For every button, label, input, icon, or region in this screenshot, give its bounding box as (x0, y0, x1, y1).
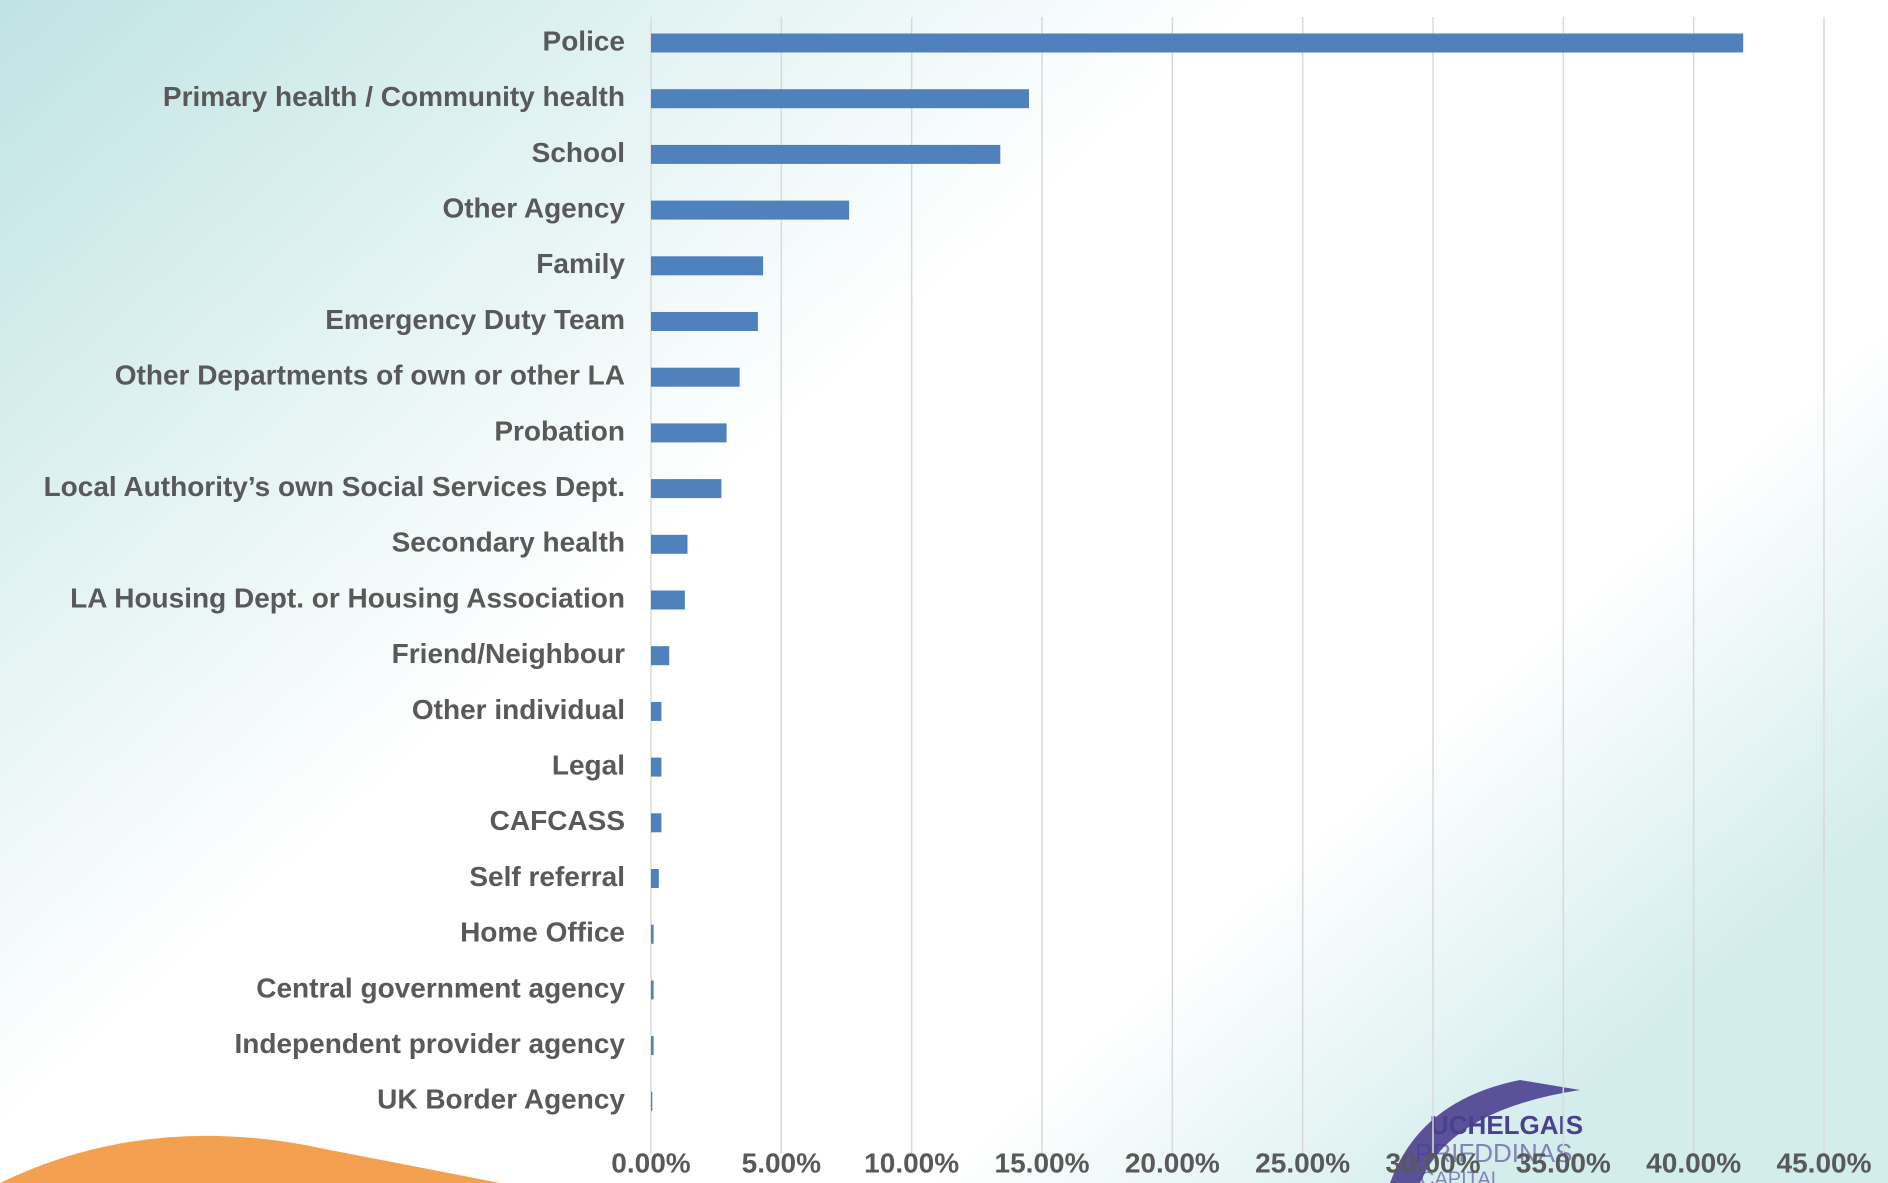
bar (651, 89, 1029, 108)
chart: UCHELGAIS PRIFDDINAS CAPITAL 0.00%5.00%1… (0, 0, 1888, 1183)
x-tick-label: 5.00% (742, 1147, 821, 1178)
x-tick-label: 20.00% (1125, 1147, 1220, 1178)
x-tick-label: 45.00% (1777, 1147, 1872, 1178)
y-tick-label: Family (536, 248, 625, 279)
y-tick-label: School (532, 137, 625, 168)
bar (651, 1036, 654, 1055)
bar (651, 423, 727, 442)
bar (651, 758, 661, 777)
bar (651, 368, 740, 387)
y-tick-label: UK Border Agency (377, 1084, 625, 1115)
bar (651, 646, 669, 665)
bar (651, 925, 654, 944)
x-tick-label: 25.00% (1255, 1147, 1350, 1178)
bar (651, 34, 1743, 53)
x-tick-label: 0.00% (611, 1147, 690, 1178)
y-tick-label: Secondary health (392, 527, 625, 558)
bar (651, 312, 758, 331)
x-tick-label: 35.00% (1516, 1147, 1611, 1178)
y-tick-label: Police (543, 25, 625, 56)
bar (651, 869, 659, 888)
bar (651, 201, 849, 220)
bar (651, 980, 654, 999)
y-tick-label: Friend/Neighbour (392, 638, 625, 669)
bar (651, 145, 1000, 164)
bar (651, 813, 661, 832)
x-tick-label: 10.00% (864, 1147, 959, 1178)
y-tick-label: CAFCASS (490, 805, 625, 836)
y-tick-label: Other Agency (442, 192, 625, 223)
y-tick-label: Central government agency (256, 972, 625, 1003)
page: UCHELGAIS PRIFDDINAS CAPITAL 0.00%5.00%1… (0, 0, 1888, 1183)
bar (651, 256, 763, 275)
y-tick-label: Home Office (460, 917, 625, 948)
x-tick-label: 30.00% (1386, 1147, 1481, 1178)
y-tick-label: Local Authority’s own Social Services De… (44, 471, 625, 502)
y-tick-label: Primary health / Community health (163, 81, 625, 112)
y-tick-label: Other Departments of own or other LA (115, 360, 625, 391)
y-tick-label: Emergency Duty Team (325, 304, 625, 335)
y-tick-label: LA Housing Dept. or Housing Association (70, 582, 625, 613)
x-tick-label: 40.00% (1646, 1147, 1741, 1178)
y-tick-label: Legal (552, 749, 625, 780)
y-tick-label: Other individual (412, 694, 625, 725)
bar (651, 1092, 652, 1111)
logo-text: UCHELGAIS (1430, 1110, 1583, 1140)
y-tick-label: Independent provider agency (234, 1028, 625, 1059)
bar (651, 535, 687, 554)
bar (651, 591, 685, 610)
bar (651, 479, 721, 498)
y-tick-label: Self referral (469, 861, 625, 892)
x-tick-label: 15.00% (995, 1147, 1090, 1178)
bar (651, 702, 661, 721)
y-tick-label: Probation (494, 415, 625, 446)
